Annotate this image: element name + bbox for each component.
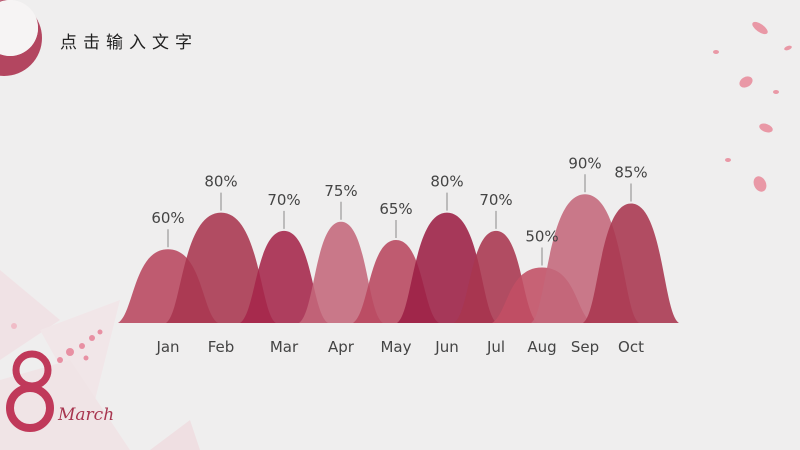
- value-label: 85%: [614, 163, 647, 181]
- area-peak-feb: [166, 212, 276, 323]
- category-label: Aug: [527, 338, 556, 356]
- category-label: Feb: [208, 338, 235, 356]
- value-label: 65%: [379, 200, 412, 218]
- category-label: Jul: [486, 338, 505, 356]
- category-label: Mar: [270, 338, 299, 356]
- category-label: May: [380, 338, 411, 356]
- category-label: Sep: [571, 338, 599, 356]
- category-label: Apr: [328, 338, 355, 356]
- category-label: Jan: [155, 338, 179, 356]
- category-label: Jun: [434, 338, 458, 356]
- value-label: 70%: [267, 191, 300, 209]
- value-label: 75%: [324, 182, 357, 200]
- small-hearts: [11, 323, 103, 363]
- value-label: 60%: [151, 209, 184, 227]
- area-peak-mar: [240, 230, 328, 323]
- area-peak-apr: [299, 221, 383, 323]
- crescent-ring-icon: [0, 0, 42, 76]
- march-8-logo-icon: March: [6, 350, 114, 432]
- value-label: 80%: [204, 173, 237, 191]
- rose-petal-icon: [713, 21, 792, 192]
- value-label: 80%: [430, 173, 463, 191]
- slide-title[interactable]: 点击输入文字: [60, 33, 198, 53]
- area-peak-oct: [583, 203, 679, 323]
- value-label: 50%: [525, 228, 558, 246]
- value-label: 70%: [479, 191, 512, 209]
- logo-word: March: [57, 405, 114, 425]
- category-label: Oct: [618, 338, 644, 356]
- value-label: 90%: [568, 154, 601, 172]
